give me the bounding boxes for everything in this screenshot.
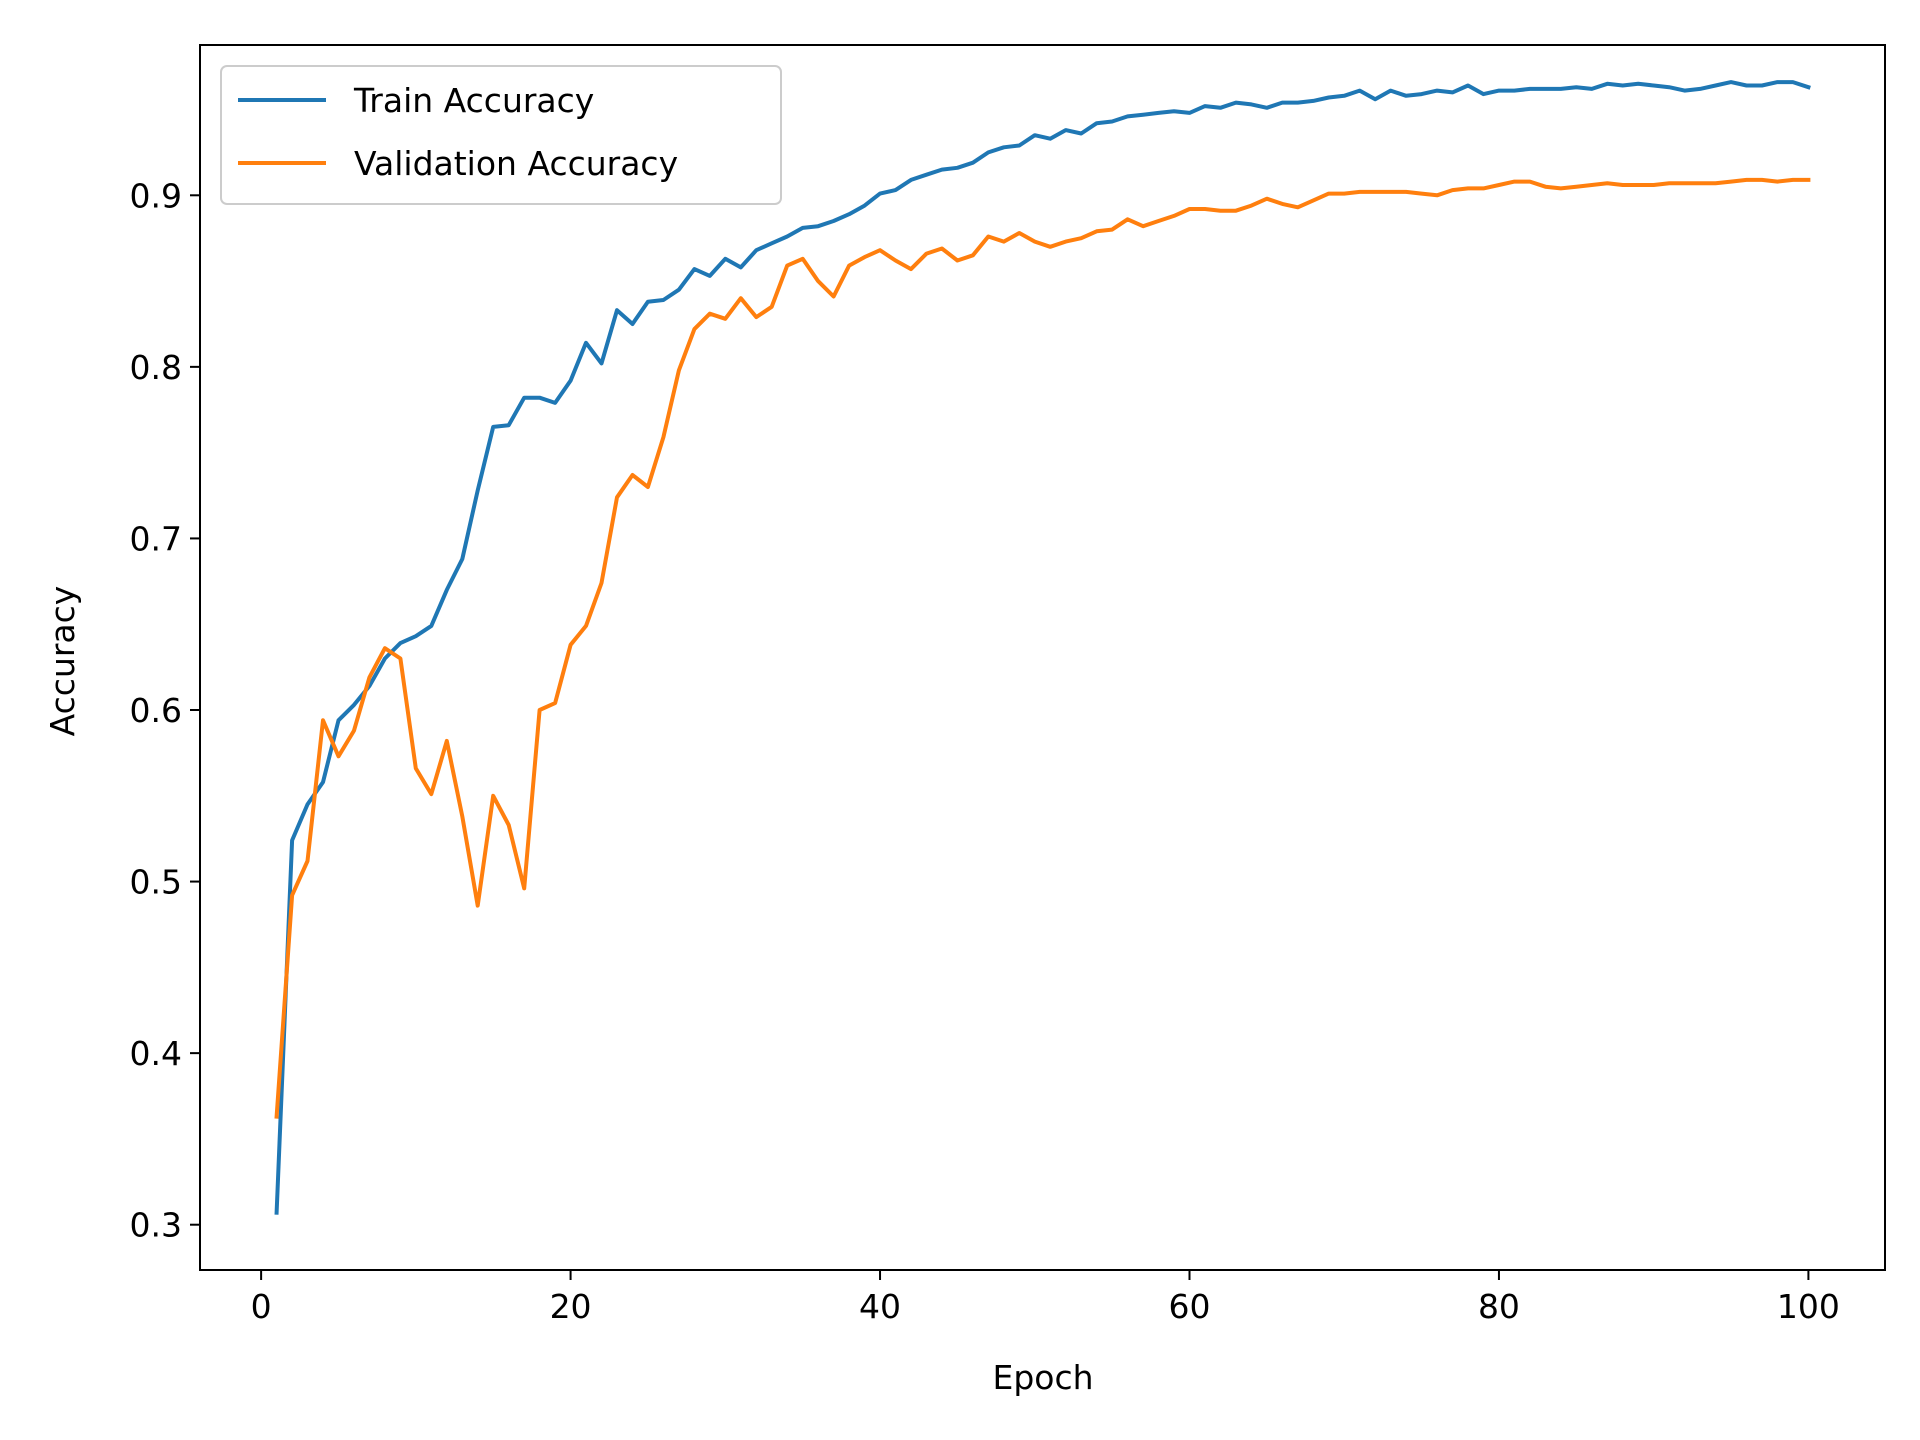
legend-box — [220, 65, 782, 205]
plot-frame — [199, 44, 1886, 1271]
y-tick-label: 0.9 — [130, 176, 182, 215]
series-line-train-accuracy — [274, 80, 1811, 1215]
legend: Train Accuracy Validation Accuracy — [220, 65, 782, 205]
y-tick-label: 0.3 — [130, 1206, 182, 1245]
legend-label-train: Train Accuracy — [353, 81, 594, 120]
x-axis: 0 20 40 60 80 100 — [251, 1270, 1840, 1326]
legend-label-validation: Validation Accuracy — [354, 144, 678, 183]
y-tick-label: 0.6 — [130, 691, 182, 730]
x-tick-label: 100 — [1777, 1287, 1840, 1326]
x-tick-label: 0 — [251, 1287, 272, 1326]
series-group — [274, 80, 1811, 1215]
x-tick-label: 20 — [550, 1287, 592, 1326]
y-tick-label: 0.4 — [130, 1034, 182, 1073]
y-tick-label: 0.5 — [130, 863, 182, 902]
x-axis-title: Epoch — [992, 1358, 1093, 1397]
y-axis: 0.3 0.4 0.5 0.6 0.7 0.8 0.9 — [130, 176, 200, 1245]
x-tick-label: 60 — [1168, 1287, 1210, 1326]
y-tick-label: 0.8 — [130, 348, 182, 387]
x-tick-label: 40 — [859, 1287, 901, 1326]
series-line-validation-accuracy — [274, 177, 1811, 1119]
x-tick-label: 80 — [1478, 1287, 1520, 1326]
y-axis-title: Accuracy — [43, 586, 82, 737]
plot-area — [199, 44, 1886, 1271]
y-tick-label: 0.7 — [130, 519, 182, 558]
